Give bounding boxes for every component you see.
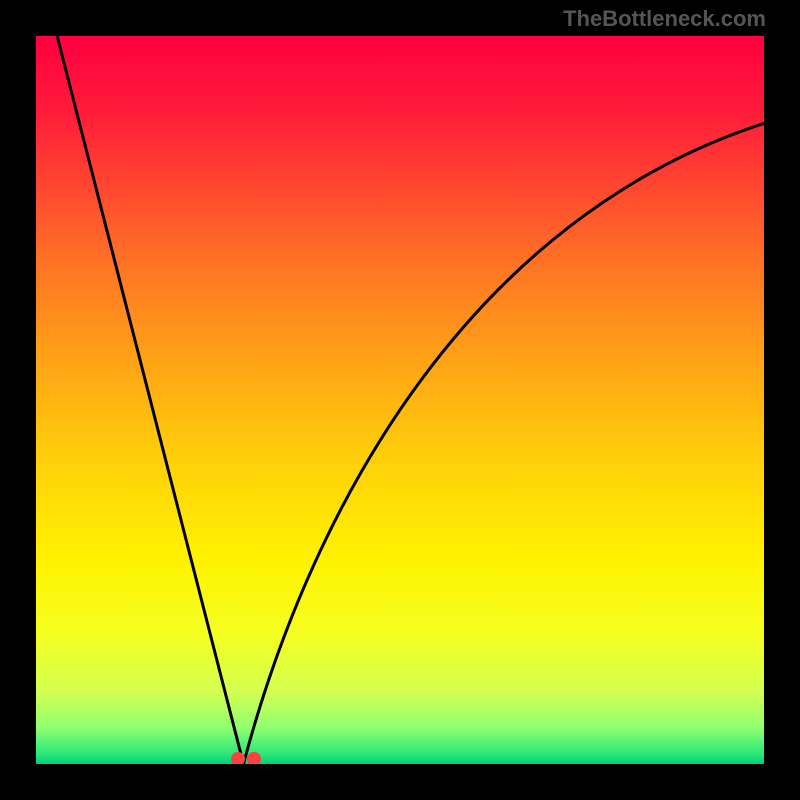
watermark-text: TheBottleneck.com (563, 6, 766, 32)
curve-path (57, 36, 764, 764)
notch-marker-1 (231, 752, 245, 764)
plot-area (36, 36, 764, 764)
notch-marker-2 (247, 752, 261, 764)
v-curve (36, 36, 764, 764)
